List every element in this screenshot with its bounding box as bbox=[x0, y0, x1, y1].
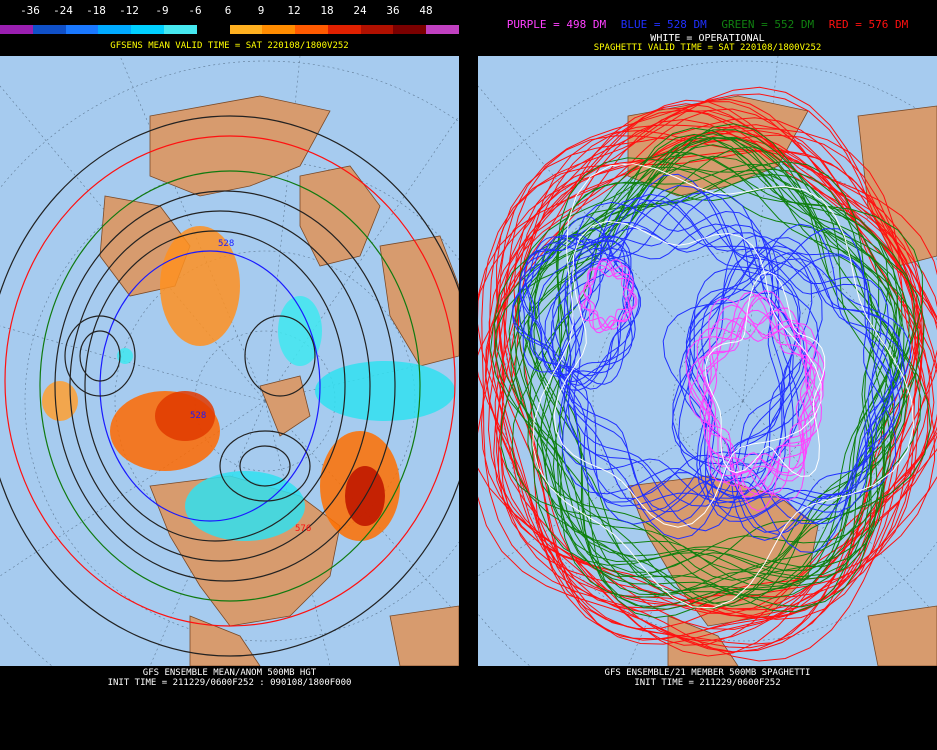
spaghetti-line bbox=[494, 129, 929, 646]
colorbar-swatch bbox=[229, 25, 263, 34]
spaghetti-legend: PURPLE = 498 DM BLUE = 528 DM GREEN = 55… bbox=[478, 18, 937, 31]
contour-label: 576 bbox=[295, 524, 311, 534]
spaghetti-line bbox=[679, 246, 890, 541]
spaghetti-line bbox=[516, 123, 898, 613]
spaghetti-line bbox=[685, 237, 904, 522]
spaghetti-line bbox=[567, 193, 794, 532]
panel-divider bbox=[459, 0, 478, 750]
spaghetti-contours bbox=[478, 86, 937, 662]
spaghetti-line bbox=[490, 151, 924, 610]
spaghetti-line bbox=[513, 98, 923, 649]
colorbar-label: -24 bbox=[53, 4, 73, 17]
operational-label: WHITE = OPERATIONAL bbox=[650, 33, 765, 44]
spaghetti-line bbox=[508, 136, 920, 578]
spaghetti-line bbox=[553, 220, 822, 528]
spaghetti-line bbox=[699, 318, 818, 496]
spaghetti-line bbox=[583, 257, 634, 330]
colorbar-label: 6 bbox=[224, 4, 232, 17]
spaghetti-line bbox=[701, 294, 824, 483]
colorbar-swatch bbox=[393, 25, 427, 34]
spaghetti-line bbox=[488, 108, 923, 620]
spaghetti-line bbox=[495, 110, 916, 609]
colorbar-swatch bbox=[32, 25, 67, 34]
mean-footer-line2: INIT TIME = 211229/0600F252 : 090108/180… bbox=[107, 678, 352, 688]
legend-green: GREEN = 552 DM bbox=[721, 18, 815, 31]
colorbar-label: -9 bbox=[155, 4, 169, 17]
spaghetti-line bbox=[583, 267, 637, 329]
colorbar-label: 12 bbox=[287, 4, 301, 17]
spaghetti-line bbox=[518, 239, 632, 386]
mean-valid-time-title: GFSENS MEAN VALID TIME = SAT 220108/1800… bbox=[110, 41, 349, 51]
colorbar-label: -18 bbox=[86, 4, 106, 17]
legend-red: RED = 576 DM bbox=[828, 18, 909, 31]
spaghetti-line bbox=[522, 153, 895, 573]
colorbar-swatch bbox=[262, 25, 296, 34]
spaghetti-line bbox=[524, 238, 641, 377]
colorbar-label: -36 bbox=[20, 4, 40, 17]
colorbar-label: 36 bbox=[386, 4, 400, 17]
colorbar-swatch bbox=[163, 25, 198, 34]
colorbar-label: -6 bbox=[188, 4, 202, 17]
spaghetti-line bbox=[685, 290, 826, 502]
spaghetti-line bbox=[678, 228, 896, 553]
spaghetti-line bbox=[557, 197, 800, 513]
polar-stereographic-map-spaghetti bbox=[478, 56, 937, 666]
spaghetti-line bbox=[516, 137, 925, 599]
spaghetti-footer-line1: GFS ENSEMBLE/21 MEMBER 500MB SPAGHETTI bbox=[604, 668, 811, 678]
colorbar-swatch bbox=[295, 25, 329, 34]
spaghetti-line bbox=[481, 86, 937, 662]
anomaly-colorbar: -36 -24 -18 -12 -9 -6 6 9 12 18 24 36 48 bbox=[0, 4, 460, 34]
height-contours bbox=[0, 115, 459, 657]
colorbar-label: 9 bbox=[257, 4, 265, 17]
spaghetti-line bbox=[511, 157, 931, 610]
legend-blue: BLUE = 528 DM bbox=[620, 18, 707, 31]
ensemble-mean-panel: -36 -24 -18 -12 -9 -6 6 9 12 18 24 36 48… bbox=[0, 0, 460, 750]
spaghetti-line bbox=[519, 215, 640, 385]
colorbar-swatch bbox=[98, 25, 132, 34]
spaghetti-line bbox=[552, 199, 801, 499]
polar-stereographic-map-mean: 528 528 576 bbox=[0, 56, 459, 666]
spaghetti-line bbox=[702, 291, 812, 487]
contour-label: 528 bbox=[218, 239, 234, 249]
spaghetti-line bbox=[533, 133, 899, 578]
colorbar-swatch bbox=[65, 25, 99, 34]
spaghetti-line bbox=[688, 317, 816, 489]
spaghetti-footer-line2: INIT TIME = 211229/0600F252 bbox=[634, 678, 781, 688]
spaghetti-line bbox=[537, 200, 823, 507]
spaghetti-line bbox=[528, 138, 903, 608]
spaghetti-line bbox=[558, 191, 806, 504]
colorbar-swatch bbox=[196, 25, 230, 34]
spaghetti-line bbox=[527, 133, 899, 619]
spaghetti-line bbox=[662, 258, 912, 513]
spaghetti-line bbox=[552, 163, 907, 607]
colorbar-swatch bbox=[360, 25, 394, 34]
spaghetti-line bbox=[522, 235, 635, 378]
spaghetti-line bbox=[532, 163, 915, 609]
colorbar-swatch bbox=[426, 25, 460, 34]
spaghetti-line bbox=[705, 271, 826, 477]
legend-purple: PURPLE = 498 DM bbox=[506, 18, 607, 31]
spaghetti-line bbox=[672, 235, 897, 535]
spaghetti-line bbox=[696, 309, 824, 495]
colorbar-label: 48 bbox=[419, 4, 433, 17]
spaghetti-line bbox=[493, 129, 915, 608]
spaghetti-line bbox=[478, 124, 936, 642]
spaghetti-line bbox=[536, 172, 905, 571]
spaghetti-line bbox=[496, 139, 937, 610]
spaghetti-panel: PURPLE = 498 DM BLUE = 528 DM GREEN = 55… bbox=[478, 0, 937, 750]
colorbar-label: 18 bbox=[320, 4, 334, 17]
spaghetti-line bbox=[671, 255, 901, 525]
contour-label: 528 bbox=[190, 411, 206, 421]
colorbar-label: -12 bbox=[119, 4, 139, 17]
colorbar-swatch bbox=[327, 25, 362, 34]
spaghetti-line bbox=[688, 309, 820, 477]
colorbar-label: 24 bbox=[353, 4, 367, 17]
spaghetti-valid-time-title: SPAGHETTI VALID TIME = SAT 220108/1800V2… bbox=[593, 43, 822, 53]
mean-footer-line1: GFS ENSEMBLE MEAN/ANOM 500MB HGT bbox=[142, 668, 317, 678]
colorbar-swatch bbox=[0, 25, 34, 34]
colorbar-swatch bbox=[131, 25, 165, 34]
spaghetti-line bbox=[696, 297, 816, 482]
